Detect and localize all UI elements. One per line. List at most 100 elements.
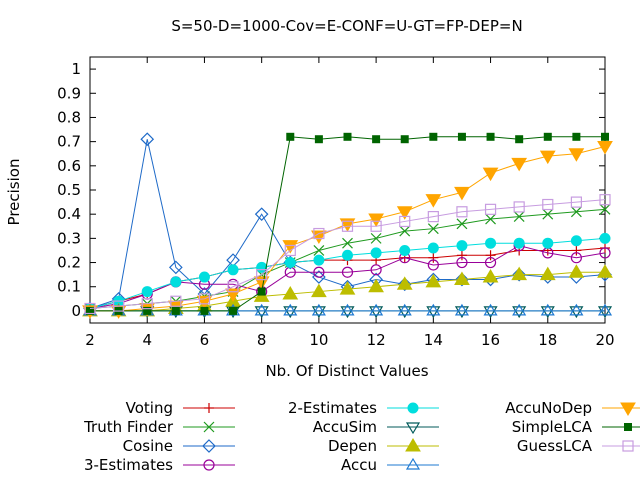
data-point <box>254 207 269 222</box>
legend-swatch-marker <box>624 423 632 431</box>
data-point <box>569 306 584 319</box>
data-point <box>597 306 613 319</box>
data-point <box>513 211 525 223</box>
data-point <box>372 135 381 144</box>
legend-label: 2-Estimates <box>288 399 377 417</box>
data-point <box>257 287 266 296</box>
data-point <box>113 300 125 312</box>
data-point <box>483 303 498 316</box>
data-point <box>511 266 528 281</box>
x-axis-label: Nb. Of Distinct Values <box>265 362 428 380</box>
y-tick-label: 0.9 <box>57 84 81 102</box>
data-point <box>485 237 497 249</box>
series-line <box>89 199 606 309</box>
data-point <box>313 245 325 256</box>
data-point <box>254 303 269 316</box>
data-point <box>454 303 470 316</box>
x-tick-label: 8 <box>257 331 267 349</box>
data-point <box>86 306 94 315</box>
data-point <box>572 132 581 141</box>
legend-entry: GuessLCA <box>517 437 640 455</box>
data-point <box>370 247 382 259</box>
data-point <box>227 281 239 293</box>
data-point <box>313 266 325 278</box>
data-point <box>286 132 295 141</box>
data-point <box>570 252 582 264</box>
legend-label: Cosine <box>123 437 173 455</box>
data-point <box>512 267 527 282</box>
data-point <box>397 277 412 292</box>
y-tick-label: 0.7 <box>57 133 81 151</box>
legend-entry: 2-Estimates <box>288 399 439 417</box>
data-point <box>369 303 384 316</box>
data-point <box>457 132 466 141</box>
data-point <box>486 132 495 141</box>
data-point <box>482 269 499 283</box>
data-point <box>396 206 413 220</box>
data-point <box>512 303 527 316</box>
data-point <box>141 298 153 310</box>
data-point <box>343 132 352 141</box>
data-point <box>597 264 613 278</box>
legend-swatch-marker <box>204 403 214 413</box>
data-point <box>170 276 182 288</box>
data-point <box>168 260 183 275</box>
data-point <box>539 266 556 281</box>
x-tick-label: 14 <box>424 331 443 349</box>
data-point <box>198 293 211 305</box>
data-point <box>599 247 611 259</box>
data-point <box>571 245 582 256</box>
legend-label: Truth Finder <box>83 418 174 436</box>
data-point <box>339 281 356 295</box>
legend-swatch-marker <box>405 422 421 435</box>
data-point <box>454 186 470 201</box>
data-point <box>512 306 527 319</box>
data-point <box>427 242 439 254</box>
data-point <box>227 264 239 276</box>
data-point <box>599 194 611 206</box>
y-tick-label: 0 <box>71 302 81 320</box>
legend-label: GuessLCA <box>517 437 593 455</box>
data-point <box>397 303 412 316</box>
data-point <box>256 269 268 281</box>
data-point <box>141 286 153 298</box>
legend-swatch-marker <box>202 439 216 453</box>
legend-entry: 3-Estimates <box>84 456 235 474</box>
data-point <box>84 302 96 315</box>
data-point <box>399 225 411 237</box>
data-point <box>483 306 498 319</box>
data-point <box>426 306 441 319</box>
data-point <box>370 220 382 232</box>
legend-entry: Truth Finder <box>83 418 235 436</box>
data-point <box>542 237 554 249</box>
data-point <box>513 201 525 213</box>
data-point <box>369 306 384 319</box>
legend-label: Voting <box>126 399 173 417</box>
legend-label: Depen <box>328 437 377 455</box>
data-point <box>342 249 353 261</box>
legend-label: 3-Estimates <box>84 456 173 474</box>
x-tick-label: 4 <box>142 331 152 349</box>
data-point <box>540 306 555 319</box>
data-point <box>427 259 439 271</box>
legend-entry: SimpleLCA <box>512 418 640 436</box>
series-lines <box>82 132 613 319</box>
data-point <box>370 232 382 244</box>
x-tick-label: 16 <box>481 331 500 349</box>
x-tick-label: 10 <box>309 331 328 349</box>
data-point <box>454 306 470 319</box>
data-point <box>599 203 611 215</box>
data-point <box>485 250 496 261</box>
axes: 2 4 6 8 10 12 14 16 18 20 0 0.1 0.2 0.3 0.4 0.5 0.6 0.7 0.… <box>57 57 615 349</box>
data-point <box>428 252 439 263</box>
data-point <box>283 303 298 316</box>
data-point <box>143 306 152 315</box>
x-tick-label: 2 <box>85 331 95 349</box>
legend-swatch-marker <box>622 440 634 452</box>
data-point <box>341 266 354 278</box>
legend-entry: Voting <box>126 399 235 417</box>
legend-entry: AccuSim <box>313 418 439 436</box>
data-point <box>543 132 552 141</box>
legend-label: AccuNoDep <box>505 399 592 417</box>
